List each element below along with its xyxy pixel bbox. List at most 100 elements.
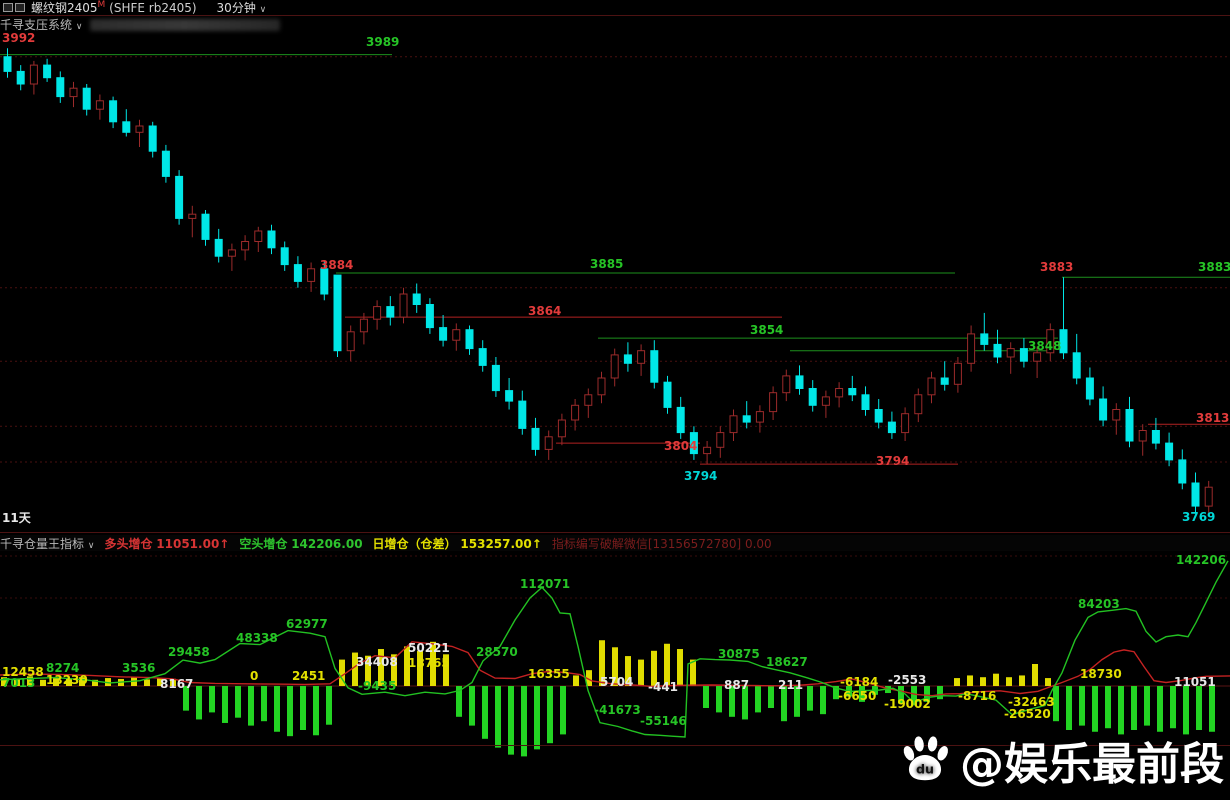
timeframe-selector[interactable]: 30分钟 ∨ — [216, 1, 267, 15]
多头增仓-line — [0, 641, 1230, 697]
histogram-bar — [495, 686, 501, 748]
down-candle — [795, 375, 804, 389]
histogram-bar — [820, 686, 826, 715]
histogram-bar — [1157, 686, 1163, 732]
histogram-bar — [924, 686, 930, 702]
indicator-value-label: 18765 — [408, 656, 450, 670]
histogram-bar — [1006, 677, 1012, 686]
down-candle — [109, 100, 118, 123]
histogram-bar — [404, 646, 410, 686]
daily-change-stat: 日增仓（仓差） 153257.00↑ — [372, 536, 542, 551]
down-candle — [1085, 377, 1094, 400]
indicator-value-label: 2451 — [292, 669, 326, 683]
window-layout-icon[interactable] — [3, 3, 25, 12]
indicator-histogram-chart[interactable] — [0, 552, 1230, 760]
up-candle — [571, 404, 580, 421]
down-candle — [518, 400, 527, 429]
down-candle — [505, 390, 514, 402]
histogram-bar — [430, 641, 436, 686]
histogram-bar — [352, 652, 358, 686]
down-candle — [214, 238, 223, 257]
histogram-bar — [196, 686, 202, 720]
indicator-value-label: -2553 — [888, 673, 927, 687]
indicator-value-label: 30875 — [718, 647, 760, 661]
histogram-bar — [911, 686, 917, 706]
histogram-bar — [183, 686, 189, 711]
indicator-value-label: 84203 — [1078, 597, 1120, 611]
up-candle — [597, 377, 606, 396]
down-candle — [280, 247, 289, 266]
histogram-bar — [40, 679, 46, 686]
up-candle — [953, 362, 962, 385]
histogram-bar — [378, 649, 384, 686]
up-candle — [359, 318, 368, 333]
down-candle — [122, 121, 131, 133]
up-candle — [188, 213, 197, 219]
histogram-bar — [274, 686, 280, 732]
price-label: 3884 — [320, 258, 354, 272]
price-label: 3848 — [1028, 339, 1062, 353]
up-candle — [914, 394, 923, 415]
up-candle — [769, 392, 778, 413]
down-candle — [676, 406, 685, 434]
histogram-bar — [443, 654, 449, 686]
indicator-header: 千寻仓量王指标 ∨ 多头增仓 11051.00↑ 空头增仓 142206.00 … — [0, 535, 1230, 551]
histogram-bar — [170, 678, 176, 686]
histogram-bar — [1032, 664, 1038, 686]
histogram-bar — [209, 686, 215, 713]
histogram-bar — [339, 659, 345, 686]
histogram-bar — [599, 640, 605, 686]
system-name-dropdown[interactable]: 千寻支压系统 ∨ — [0, 18, 83, 32]
histogram-bar — [1144, 686, 1150, 726]
indicator-name-dropdown[interactable]: 千寻仓量王指标 ∨ — [0, 536, 95, 551]
indicator-value-label: 50221 — [408, 641, 450, 655]
histogram-bar — [716, 686, 722, 713]
histogram-bar — [469, 686, 475, 726]
main-contract-badge: M — [97, 0, 106, 10]
price-label: 3883 — [1198, 260, 1230, 274]
price-label: 3794 — [876, 454, 910, 468]
indicator-value-label: 48338 — [236, 631, 278, 645]
histogram-bar — [573, 675, 579, 686]
histogram-bar — [482, 686, 488, 739]
histogram-bar — [980, 677, 986, 686]
down-candle — [1178, 459, 1187, 484]
histogram-bar — [1183, 686, 1189, 735]
histogram-bar — [859, 686, 865, 702]
down-candle — [333, 274, 342, 352]
indicator-value-label: 29458 — [168, 645, 210, 659]
price-label: 3864 — [528, 304, 562, 318]
indicator-value-label: 0 — [250, 669, 259, 683]
indicator-value-label: -8716 — [958, 689, 997, 703]
up-candle — [755, 411, 764, 423]
空头增仓-line — [0, 560, 1229, 738]
indicator-value-label: 887 — [724, 678, 750, 692]
down-candle — [425, 304, 434, 329]
chevron-down-icon: ∨ — [87, 540, 95, 551]
histogram-bar — [898, 686, 904, 704]
down-candle — [940, 377, 949, 385]
histogram-bar — [1118, 686, 1124, 735]
redacted-blur-region — [90, 18, 281, 31]
down-candle — [3, 56, 12, 72]
histogram-bar — [937, 686, 943, 700]
histogram-bar — [1045, 678, 1051, 686]
histogram-bar — [651, 650, 657, 686]
main-candlestick-chart[interactable] — [0, 0, 1230, 535]
down-candle — [808, 388, 817, 406]
toolbar-divider — [0, 15, 1230, 16]
indicator-value-label: 28570 — [476, 645, 518, 659]
period-days-label: 11天 — [2, 511, 31, 525]
histogram-bar — [235, 686, 241, 718]
down-candle — [478, 348, 487, 366]
indicator-value-label: -32463 — [1008, 695, 1055, 709]
indicator-value-label: 34408 — [356, 655, 398, 669]
down-candle — [1125, 409, 1134, 442]
up-candle — [782, 375, 791, 394]
down-candle — [320, 268, 329, 295]
indicator-value-label: 112071 — [520, 577, 571, 591]
up-candle — [544, 436, 553, 450]
indicator-value-label: 62977 — [286, 617, 328, 631]
up-candle — [703, 446, 712, 455]
